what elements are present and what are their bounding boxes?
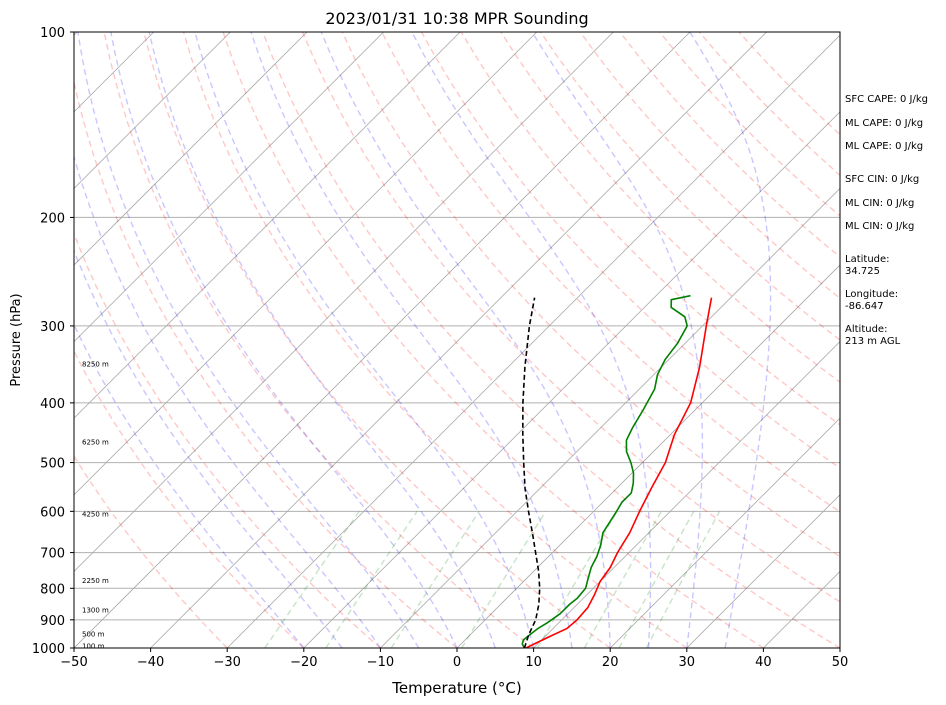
mixing-ratio-line bbox=[583, 510, 663, 648]
isotherm-line bbox=[150, 32, 767, 648]
ml-cape-text-1: ML CAPE: 0 J/kg bbox=[845, 118, 924, 129]
mixing-ratio-line bbox=[461, 510, 547, 648]
x-axis: −50 −40 −30 −20 −10 0 10 20 30 40 50 bbox=[60, 648, 848, 670]
isotherm-line bbox=[686, 494, 840, 648]
isotherm-line bbox=[74, 32, 691, 648]
x-tick-label: 50 bbox=[832, 655, 849, 670]
isotherm-line bbox=[74, 32, 538, 496]
isotherm-line bbox=[74, 32, 614, 572]
isotherm-line bbox=[303, 111, 840, 648]
isotherm-line bbox=[74, 32, 384, 343]
plot-area: 100 m 500 m 1300 m 2250 m 4250 m 6250 m 8250 m bbox=[74, 32, 840, 650]
y-axis: 1000 900 800 700 600 500 400 300 200 100 bbox=[32, 26, 74, 657]
y-tick-label: 200 bbox=[40, 211, 65, 226]
dry-adiabat-line bbox=[262, 32, 840, 648]
x-tick-label: 0 bbox=[453, 655, 461, 670]
latitude-text: Latitude: 34.725 bbox=[845, 254, 890, 277]
y-tick-label: 1000 bbox=[32, 642, 65, 657]
moist-adiabat-line bbox=[74, 154, 381, 648]
y-tick-label: 400 bbox=[40, 397, 65, 412]
moist-adiabat-line bbox=[320, 32, 611, 648]
height-label: 1300 m bbox=[82, 607, 109, 615]
x-tick-label: 30 bbox=[679, 655, 696, 670]
ml-cin-text-1: ML CIN: 0 J/kg bbox=[845, 198, 915, 209]
dry-adiabat-line bbox=[74, 349, 305, 648]
dry-adiabat-line bbox=[143, 32, 611, 648]
x-tick-label: −30 bbox=[213, 655, 240, 670]
isotherm-line bbox=[609, 417, 840, 648]
x-tick-label: 10 bbox=[525, 655, 542, 670]
height-label: 6250 m bbox=[82, 438, 109, 446]
mixing-ratio-line bbox=[645, 510, 721, 648]
isotherm-line bbox=[74, 32, 308, 266]
isotherm-line bbox=[74, 32, 461, 419]
height-label: 2250 m bbox=[82, 577, 109, 585]
x-axis-label: Temperature (°C) bbox=[391, 679, 521, 697]
height-label: 8250 m bbox=[82, 360, 109, 368]
dry-adiabat-line bbox=[579, 32, 840, 300]
moist-adiabat-line bbox=[689, 32, 772, 648]
sfc-cin-text: SFC CIN: 0 J/kg bbox=[845, 174, 920, 185]
mixing-ratio-line bbox=[325, 510, 418, 648]
moist-adiabat-line bbox=[411, 32, 652, 648]
y-tick-label: 300 bbox=[40, 320, 65, 335]
height-label: 500 m bbox=[82, 630, 105, 638]
x-tick-label: 20 bbox=[602, 655, 619, 670]
dry-adiabat-line bbox=[182, 32, 688, 648]
chart-title: 2023/01/31 10:38 MPR Sounding bbox=[325, 9, 588, 28]
moist-adiabat-line bbox=[148, 32, 496, 648]
isotherm-line bbox=[74, 32, 231, 189]
y-tick-label: 900 bbox=[40, 614, 65, 629]
altitude-text: Altitude: 213 m AGL bbox=[845, 324, 901, 347]
moist-adiabat-line bbox=[110, 32, 458, 648]
temperature-profile-line bbox=[525, 297, 713, 648]
height-label: 4250 m bbox=[82, 511, 109, 519]
ml-cin-text-2: ML CIN: 0 J/kg bbox=[845, 221, 915, 232]
y-tick-label: 500 bbox=[40, 457, 65, 472]
height-label: 100 m bbox=[82, 642, 105, 650]
moist-adiabat-line bbox=[74, 248, 343, 648]
sfc-cape-text: SFC CAPE: 0 J/kg bbox=[845, 94, 928, 105]
moist-adiabat-line bbox=[77, 32, 420, 648]
mixing-ratio-line bbox=[618, 510, 695, 648]
x-tick-label: 40 bbox=[755, 655, 772, 670]
dewpoint-profile-line bbox=[521, 294, 691, 648]
moist-adiabat-line bbox=[531, 32, 704, 648]
moist-adiabat-line bbox=[194, 32, 535, 648]
dry-adiabat-line bbox=[74, 79, 458, 648]
mixing-ratio-line bbox=[264, 510, 360, 648]
isotherm-line bbox=[533, 341, 840, 648]
isotherm-line bbox=[380, 187, 840, 648]
isotherm-line bbox=[456, 264, 840, 648]
y-tick-label: 600 bbox=[40, 505, 65, 520]
mixing-ratio-line bbox=[390, 510, 480, 648]
x-tick-label: −10 bbox=[367, 655, 394, 670]
dry-adiabat-line bbox=[74, 231, 381, 648]
y-tick-label: 100 bbox=[40, 26, 65, 41]
parcel-profile-line bbox=[521, 297, 541, 648]
mixing-ratio-line bbox=[536, 510, 618, 648]
ml-cape-text-2: ML CAPE: 0 J/kg bbox=[845, 141, 924, 152]
dry-adiabat-line bbox=[103, 32, 535, 648]
isotherm-line bbox=[226, 34, 840, 648]
longitude-text: Longitude: -86.647 bbox=[845, 289, 899, 312]
y-tick-label: 800 bbox=[40, 582, 65, 597]
moist-adiabat-line bbox=[250, 32, 573, 648]
x-tick-label: −40 bbox=[137, 655, 164, 670]
x-tick-label: −50 bbox=[60, 655, 87, 670]
y-axis-label: Pressure (hPa) bbox=[9, 293, 24, 386]
x-tick-label: −20 bbox=[290, 655, 317, 670]
y-tick-label: 700 bbox=[40, 547, 65, 562]
